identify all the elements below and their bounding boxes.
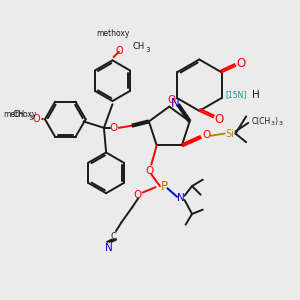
Text: ): ) xyxy=(274,117,277,126)
Text: C: C xyxy=(111,232,117,241)
Text: H: H xyxy=(252,90,260,100)
Text: 3: 3 xyxy=(29,115,33,121)
Text: O: O xyxy=(110,123,118,133)
Text: O: O xyxy=(115,46,123,56)
Text: methoxy: methoxy xyxy=(3,110,37,119)
Text: 3: 3 xyxy=(271,122,275,126)
Text: O: O xyxy=(167,95,175,105)
Text: N: N xyxy=(178,193,185,203)
Text: CH: CH xyxy=(12,110,24,119)
Text: 3: 3 xyxy=(278,122,282,126)
Text: methoxy: methoxy xyxy=(96,29,129,38)
Text: O: O xyxy=(33,114,40,124)
Text: O: O xyxy=(133,190,142,200)
Text: O: O xyxy=(236,57,245,70)
Text: N: N xyxy=(170,97,179,110)
Text: O: O xyxy=(214,113,223,126)
Text: C(CH: C(CH xyxy=(251,117,271,126)
Text: CH: CH xyxy=(133,42,145,51)
Text: N: N xyxy=(105,243,112,253)
Text: 3: 3 xyxy=(146,46,150,52)
Text: O: O xyxy=(202,130,211,140)
Text: Si: Si xyxy=(226,129,235,139)
Text: P: P xyxy=(161,180,168,193)
Text: [15N]: [15N] xyxy=(226,90,247,99)
Text: O: O xyxy=(145,166,153,176)
